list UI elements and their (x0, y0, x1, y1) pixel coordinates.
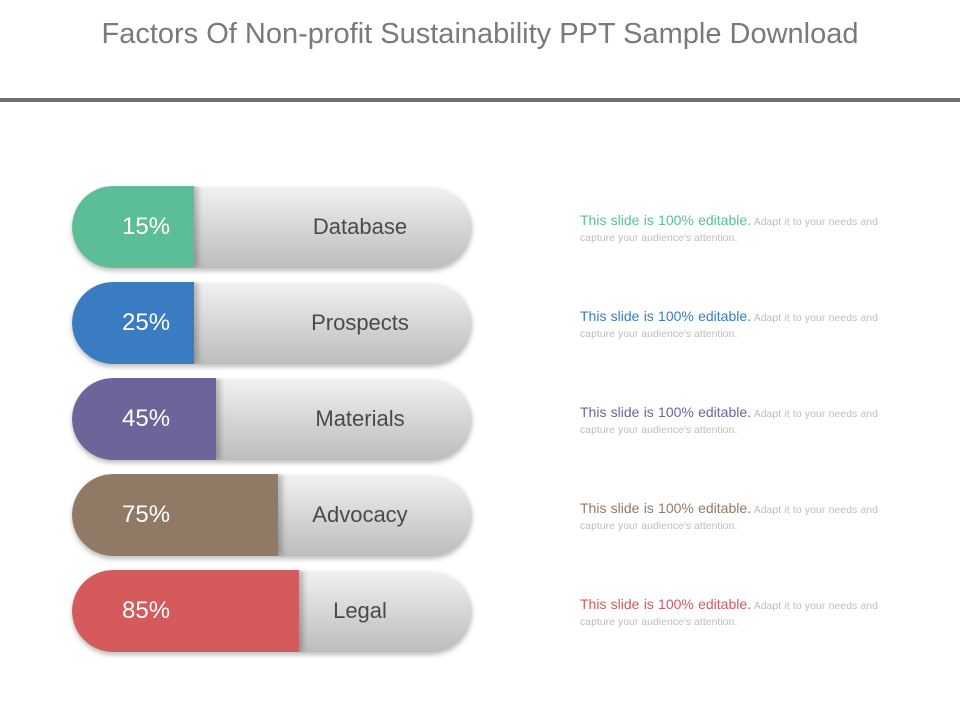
factor-description: This slide is 100% editable. Adapt it to… (580, 500, 878, 534)
description-lead: This slide is 100% editable. (580, 308, 752, 324)
factor-fill-bar (72, 282, 194, 364)
factor-fill-bar (72, 570, 299, 652)
description-lead: This slide is 100% editable. (580, 596, 752, 612)
factor-fill-bar (72, 474, 278, 556)
factor-pill: 85% Legal (72, 570, 472, 652)
factor-label: Prospects (311, 310, 409, 335)
factor-label: Materials (315, 406, 405, 431)
factor-row-legal: 85% Legal This slide is 100% editable. A… (0, 570, 960, 654)
factor-label: Advocacy (312, 502, 408, 527)
factor-percent: 75% (122, 501, 171, 528)
factor-row-database: 15% Database This slide is 100% editable… (0, 186, 960, 270)
factor-pill: 45% Materials (72, 378, 472, 460)
factor-description: This slide is 100% editable. Adapt it to… (580, 212, 878, 246)
factor-row-advocacy: 75% Advocacy This slide is 100% editable… (0, 474, 960, 558)
factor-fill-bar (72, 378, 216, 460)
description-body: Adapt it to your needs and capture your … (580, 216, 878, 244)
factor-pill: 25% Prospects (72, 282, 472, 364)
factor-description: This slide is 100% editable. Adapt it to… (580, 404, 878, 438)
description-body: Adapt it to your needs and capture your … (580, 600, 878, 628)
factor-percent: 15% (122, 213, 171, 240)
factor-label: Legal (333, 598, 387, 623)
factor-percent: 85% (122, 597, 171, 624)
factor-label: Database (312, 214, 408, 239)
factor-pill: 75% Advocacy (72, 474, 472, 556)
description-body: Adapt it to your needs and capture your … (580, 504, 878, 532)
description-lead: This slide is 100% editable. (580, 404, 752, 420)
factor-row-prospects: 25% Prospects This slide is 100% editabl… (0, 282, 960, 366)
factor-percent: 45% (122, 405, 171, 432)
title-divider (0, 98, 960, 102)
factor-description: This slide is 100% editable. Adapt it to… (580, 308, 878, 342)
description-body: Adapt it to your needs and capture your … (580, 408, 878, 436)
factor-percent: 25% (122, 309, 171, 336)
factor-pill: 15% Database (72, 186, 472, 268)
factor-fill-bar (72, 186, 194, 268)
description-body: Adapt it to your needs and capture your … (580, 312, 878, 340)
slide-title: Factors Of Non-profit Sustainability PPT… (101, 18, 859, 50)
description-lead: This slide is 100% editable. (580, 212, 752, 228)
description-lead: This slide is 100% editable. (580, 500, 752, 516)
factor-description: This slide is 100% editable. Adapt it to… (580, 596, 878, 630)
factor-row-materials: 45% Materials This slide is 100% editabl… (0, 378, 960, 462)
